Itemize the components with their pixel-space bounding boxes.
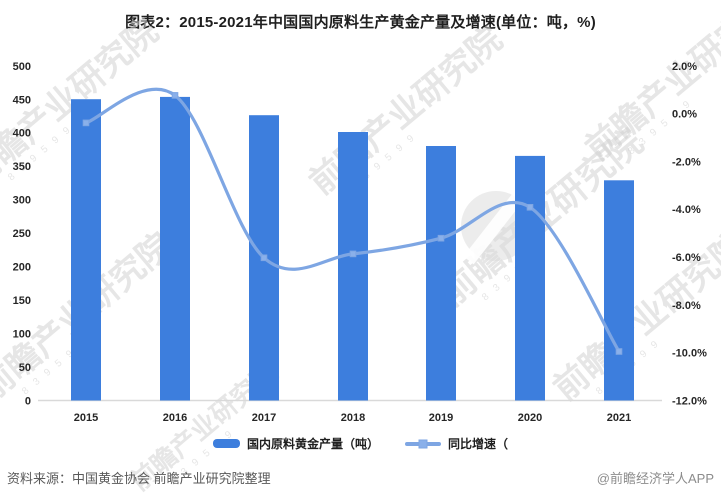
right-axis-tick-label: -4.0% [672,204,701,216]
x-axis-label-2016: 2016 [163,412,187,424]
legend: 国内原料黄金产量（吨） 同比增速（ [0,435,721,452]
right-axis-tick-label: -2.0% [672,156,701,168]
right-axis-tick-label: -6.0% [672,252,701,264]
legend-label-growth: 同比增速（ [448,437,509,451]
growth-marker-2020 [526,204,534,211]
chart-title: 图表2：2015-2021年中国国内原料生产黄金产量及增速(单位：吨，%) [125,14,596,31]
left-axis-tick-label: 300 [13,195,31,207]
bar-series-swatch [212,439,240,448]
bar-2016 [160,96,190,401]
app-credit: @前瞻经济学人APP [596,471,714,486]
right-axis-tick-label: -8.0% [672,300,701,312]
growth-marker-2019 [437,234,445,242]
x-axis-label-2021: 2021 [607,412,631,424]
growth-marker-2021 [615,348,623,355]
watermark-logo-swoosh [463,187,528,265]
left-axis-tick-label: 100 [13,329,31,341]
right-axis-tick-label: -12.0% [672,396,707,408]
left-axis-tick-label: 350 [13,161,31,173]
x-axis-label-2020: 2020 [518,412,542,424]
line-marker-icon [418,439,428,448]
line-series-swatch [405,439,441,448]
left-axis-tick-label: 500 [13,61,31,73]
legend-label-production: 国内原料黄金产量（吨） [246,437,379,451]
x-axis-label-2019: 2019 [429,412,453,424]
legend-item-production: 国内原料黄金产量（吨） [212,435,379,452]
left-axis-tick-label: 250 [13,228,31,240]
left-axis-tick-label: 150 [13,295,31,307]
growth-marker-2015 [82,119,90,127]
growth-marker-2016 [171,92,179,99]
bar-2019 [426,146,456,401]
watermark-stamp: 前瞻产业研究院 [302,19,509,202]
x-axis-label-2017: 2017 [252,412,276,424]
left-axis-tick-label: 200 [13,262,31,274]
bar-2020 [515,155,545,401]
x-axis-label-2018: 2018 [341,412,365,424]
right-axis-tick-label: 2.0% [672,61,697,73]
left-axis-tick-label: 400 [13,128,31,140]
source-note: 资料来源：中国黄金协会 前瞻产业研究院整理 [7,471,271,486]
growth-marker-2018 [349,250,357,258]
x-axis-label-2015: 2015 [74,412,98,424]
bar-2021 [604,180,634,401]
left-axis-tick-label: 450 [13,94,31,106]
bar-2018 [338,132,368,401]
left-axis-tick-label: 50 [19,362,31,374]
growth-marker-2017 [260,254,268,262]
bar-2015 [71,99,101,401]
left-axis-tick-label: 0 [25,396,31,408]
right-axis-tick-label: 0.0% [672,109,697,121]
right-axis-tick-label: -10.0% [672,348,707,360]
legend-item-growth: 同比增速（ [405,435,508,452]
footer: 资料来源：中国黄金协会 前瞻产业研究院整理 @前瞻经济学人APP [7,468,714,487]
